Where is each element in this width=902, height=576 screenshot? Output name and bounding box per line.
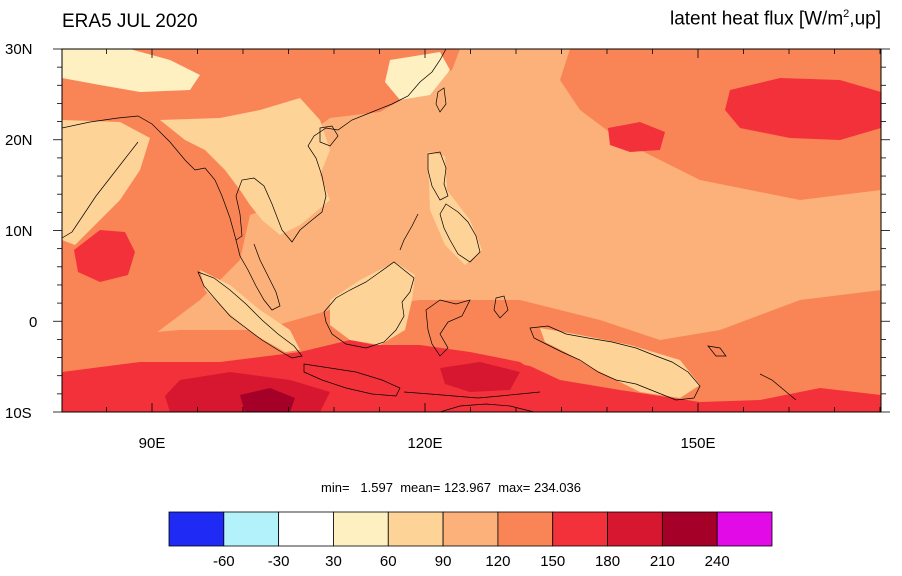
stat-mean-label: mean= [400, 480, 441, 495]
plot-title: ERA5 JUL 2020 [62, 11, 198, 32]
stat-min: 1.597 [360, 480, 393, 495]
coast-java [303, 363, 401, 397]
coast-lesser-sunda [403, 391, 541, 399]
coast-new-guinea [529, 325, 701, 401]
colorbar-label: 180 [595, 553, 620, 570]
field-statistics: min= 1.597 mean= 123.967 max= 234.036 [0, 480, 902, 495]
field-low-east [385, 52, 450, 100]
lat-label-10n: 10N [5, 223, 33, 240]
colorbar-swatch [497, 511, 554, 547]
coast-australia-north [439, 403, 535, 412]
lon-label-90e: 90E [139, 435, 166, 452]
coast-india-east [62, 141, 139, 239]
colorbar-label: 120 [485, 553, 510, 570]
field-peak [240, 388, 295, 412]
colorbar-label: -30 [268, 553, 290, 570]
colorbar-swatch [661, 511, 718, 547]
coast-borneo [323, 261, 415, 349]
colorbar-swatch [607, 511, 663, 547]
lat-label-30n: 30N [5, 41, 33, 58]
colorbar [168, 511, 773, 547]
land-indochina [160, 98, 330, 235]
colorbar-label: -60 [213, 553, 235, 570]
colorbar-label: 150 [540, 553, 565, 570]
coastlines [62, 49, 797, 412]
variable-label-exponent: 2 [843, 8, 850, 20]
field-veryhigh-pacific-small [608, 122, 665, 152]
coast-philippines-south [439, 203, 481, 263]
land-new-guinea [540, 328, 700, 398]
field-veryhigh-arabian [74, 230, 135, 282]
variable-label-suffix: ,up] [849, 8, 881, 30]
field-low-china [62, 49, 200, 92]
colorbar-label: 240 [705, 553, 730, 570]
lat-label-eq: 0 [29, 314, 37, 331]
stat-max: 234.036 [533, 480, 581, 495]
colorbar-labels: -60 -30 30 60 90 120 150 180 210 240 [213, 553, 730, 570]
variable-label-prefix: latent heat flux [W/m [669, 8, 844, 30]
coast-sumatra [197, 271, 303, 359]
lon-label-120e: 120E [407, 435, 442, 452]
land-philippines [428, 152, 482, 265]
coast-solomon [759, 373, 797, 401]
field-extreme-timor [440, 362, 520, 392]
coast-malay-peninsula [235, 239, 281, 311]
stat-max-label: max= [498, 480, 531, 495]
colorbar-label: 60 [380, 553, 397, 570]
colorbar-swatch [168, 511, 225, 547]
colorbar-label: 210 [650, 553, 675, 570]
axis-ticks [53, 48, 890, 413]
variable-label: latent heat flux [W/m2,up] [670, 8, 881, 30]
colorbar-swatch [552, 511, 608, 547]
colorbar-swatch [716, 511, 773, 547]
colorbar-label: 90 [435, 553, 452, 570]
stat-mean: 123.967 [443, 480, 491, 495]
coast-philippines-luzon [427, 151, 449, 201]
coast-hainan [319, 125, 339, 147]
lon-label-150e: 150E [680, 435, 715, 452]
lat-label-10s: 10S [5, 405, 32, 422]
coast-halmahera [493, 295, 509, 319]
stat-min-label: min= [321, 480, 350, 495]
coast-sulawesi [425, 299, 471, 357]
coast-mainland [62, 49, 447, 243]
colorbar-swatch [387, 511, 444, 547]
field-veryhigh-pacific [725, 78, 881, 140]
colorbar-swatch [278, 511, 334, 547]
colorbar-swatch [442, 511, 499, 547]
colorbar-label: 30 [325, 553, 342, 570]
flux-field [62, 49, 881, 412]
colorbar-swatch [223, 511, 280, 547]
coast-palawan [399, 213, 419, 251]
land-borneo [330, 262, 415, 345]
lat-label-20n: 20N [5, 132, 33, 149]
coast-new-britain [707, 345, 727, 357]
colorbar-swatch [333, 511, 389, 547]
coast-taiwan [435, 87, 447, 113]
